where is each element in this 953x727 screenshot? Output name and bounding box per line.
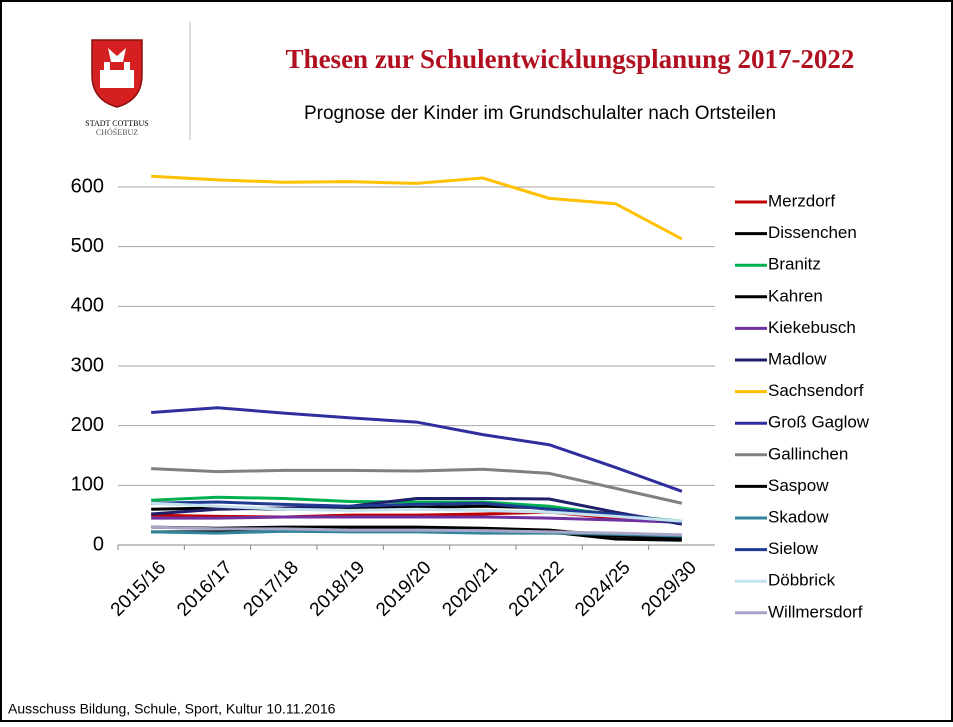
logo bbox=[91, 39, 143, 108]
chart-title: Prognose der Kinder im Grundschulalter n… bbox=[304, 103, 776, 124]
series-line bbox=[151, 501, 682, 523]
y-tick-label: 400 bbox=[71, 295, 104, 317]
y-tick-label: 0 bbox=[93, 533, 104, 555]
legend-label: Kahren bbox=[768, 286, 823, 305]
slide-title: Thesen zur Schulentwicklungsplanung 2017… bbox=[286, 44, 855, 74]
y-tick-label: 200 bbox=[71, 414, 104, 436]
legend-label: Döbbrick bbox=[768, 571, 836, 590]
legend-label: Groß Gaglow bbox=[768, 413, 870, 432]
y-tick-label: 600 bbox=[71, 175, 104, 197]
series-line bbox=[151, 515, 682, 524]
legend-label: Skadow bbox=[768, 507, 829, 526]
series-line bbox=[151, 406, 683, 493]
y-tick-label: 300 bbox=[71, 354, 104, 376]
legend-label: Sielow bbox=[768, 539, 819, 558]
legend-label: Saspow bbox=[768, 476, 829, 495]
series-line bbox=[151, 496, 683, 526]
legend-label: Merzdorf bbox=[768, 191, 835, 210]
y-tick-label: 500 bbox=[71, 235, 104, 257]
legend-label: Dissenchen bbox=[768, 223, 857, 242]
footer: Ausschuss Bildung, Schule, Sport, Kultur… bbox=[8, 701, 336, 717]
y-tick-label: 100 bbox=[71, 474, 104, 496]
legend-label: Willmersdorf bbox=[768, 602, 863, 621]
series-line bbox=[151, 174, 683, 241]
legend-label: Kiekebusch bbox=[768, 318, 856, 337]
logo-text: CHÓŚEBUZ bbox=[96, 127, 138, 137]
logo-text: STADT COTTBUS bbox=[85, 119, 148, 128]
legend-label: Madlow bbox=[768, 349, 827, 368]
legend-label: Branitz bbox=[768, 255, 821, 274]
series-line bbox=[151, 500, 683, 524]
legend-label: Sachsendorf bbox=[768, 381, 864, 400]
series-line bbox=[151, 525, 682, 537]
series-line bbox=[151, 467, 683, 505]
legend-label: Gallinchen bbox=[768, 444, 848, 463]
